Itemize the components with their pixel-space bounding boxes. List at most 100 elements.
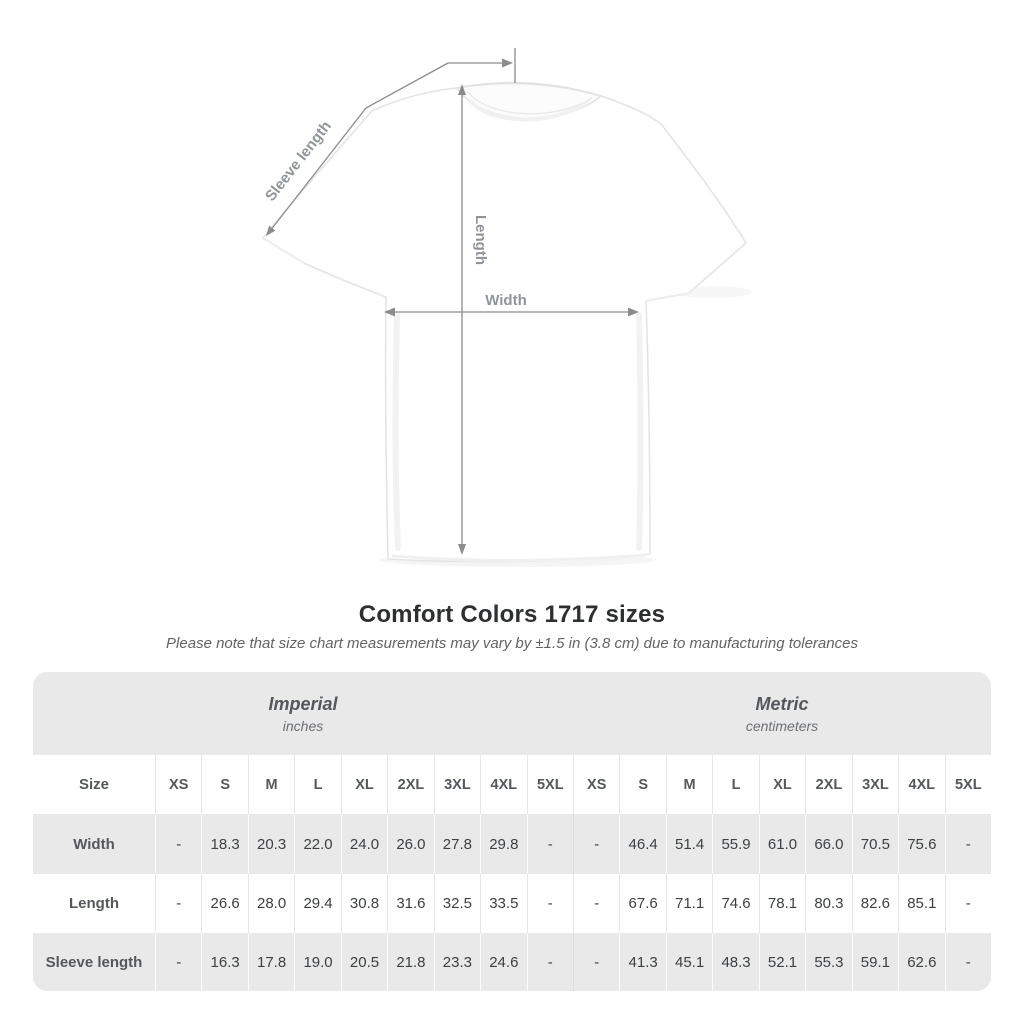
size-header-metric-2xl: 2XL xyxy=(805,755,851,814)
table-cell: - xyxy=(944,933,991,991)
length-label: Length xyxy=(472,215,489,265)
table-cell: - xyxy=(526,874,573,933)
arrow-down-icon xyxy=(458,544,466,555)
table-cell: - xyxy=(572,814,619,874)
table-cell: - xyxy=(155,933,201,991)
imperial-header: Imperial inches xyxy=(33,672,573,755)
arrow-right2-icon xyxy=(628,307,639,317)
metric-unit: centimeters xyxy=(745,717,819,734)
table-cell: 82.6 xyxy=(851,874,898,933)
table-cell: 16.3 xyxy=(201,933,247,991)
table-cell: 71.1 xyxy=(665,874,712,933)
table-cell: 55.3 xyxy=(805,933,851,991)
size-header-imperial-m: M xyxy=(247,755,294,814)
table-cell: 22.0 xyxy=(294,814,340,874)
table-header-row: Size XS S M L XL 2XL 3XL 4XL 5XL XS S M L XL 2XL 3XL 4XL… xyxy=(33,755,991,814)
table-cell: - xyxy=(526,933,573,991)
size-header-metric-xl: XL xyxy=(758,755,805,814)
size-header-metric-4xl: 4XL xyxy=(898,755,944,814)
size-header-metric-5xl: 5XL xyxy=(944,755,991,814)
table-cell: 26.0 xyxy=(387,814,433,874)
collar-shadow xyxy=(468,99,590,122)
table-cell: 29.4 xyxy=(294,874,340,933)
table-cell: 48.3 xyxy=(712,933,758,991)
table-cell: 46.4 xyxy=(619,814,665,874)
table-cell: 20.5 xyxy=(340,933,387,991)
fold-shade-left xyxy=(392,312,401,551)
table-cell: 27.8 xyxy=(433,814,480,874)
table-cell: 70.5 xyxy=(851,814,898,874)
table-cell: 41.3 xyxy=(619,933,665,991)
size-header-imperial-xs: XS xyxy=(155,755,201,814)
arrow-right-icon xyxy=(502,58,513,68)
tshirt-body xyxy=(262,81,747,563)
table-cell: - xyxy=(155,814,201,874)
table-cell: 62.6 xyxy=(898,933,944,991)
row-label: Sleeve length xyxy=(45,953,143,971)
size-header-imperial-xl: XL xyxy=(340,755,387,814)
size-header-imperial-4xl: 4XL xyxy=(480,755,526,814)
cuff-seam-left xyxy=(262,237,305,264)
table-cell: 52.1 xyxy=(758,933,805,991)
measurement-arrowheads xyxy=(266,58,639,555)
sleeve-diagonal-line xyxy=(269,62,449,232)
size-header-metric-s: S xyxy=(619,755,665,814)
table-cell: 67.6 xyxy=(619,874,665,933)
tshirt-measurement-diagram: Sleeve length Length Width xyxy=(261,48,747,563)
table-cell: 20.3 xyxy=(247,814,294,874)
row-label: Width xyxy=(73,835,115,853)
table-cell: 78.1 xyxy=(758,874,805,933)
size-header-imperial-5xl: 5XL xyxy=(526,755,573,814)
table-cell: - xyxy=(526,814,573,874)
table-cell: 80.3 xyxy=(805,874,851,933)
table-cell: 61.0 xyxy=(758,814,805,874)
table-cell: - xyxy=(155,874,201,933)
width-label: Width xyxy=(485,292,527,309)
cuff-seam-right xyxy=(645,292,690,302)
table-cell: - xyxy=(572,874,619,933)
table-cell: 19.0 xyxy=(294,933,340,991)
size-header-imperial-s: S xyxy=(201,755,247,814)
size-header-imperial-2xl: 2XL xyxy=(387,755,433,814)
table-cell: 17.8 xyxy=(247,933,294,991)
page-title: Comfort Colors 1717 sizes xyxy=(358,601,666,628)
table-cell: 30.8 xyxy=(340,874,387,933)
size-header-metric-3xl: 3XL xyxy=(851,755,898,814)
arrow-up-icon xyxy=(458,84,466,95)
measurement-lines xyxy=(269,48,635,549)
hem-shade xyxy=(391,553,647,562)
table-cell: 45.1 xyxy=(665,933,712,991)
table-row: Width -18.3 20.3 22.0 24.0 26.0 27.8 29.8- -46.4… xyxy=(33,814,991,874)
table-cell: 23.3 xyxy=(433,933,480,991)
table-cell: 21.8 xyxy=(387,933,433,991)
tshirt-diagram-svg: Sleeve length Length Width xyxy=(261,48,747,563)
size-corner-label: Size xyxy=(78,776,109,793)
table-cell: 55.9 xyxy=(712,814,758,874)
collar-inner-seam xyxy=(466,90,593,115)
imperial-title: Imperial xyxy=(268,693,338,714)
tolerance-note: Please note that size chart measurements… xyxy=(166,635,858,652)
metric-title: Metric xyxy=(755,693,809,714)
metric-header: Metric centimeters xyxy=(573,672,991,755)
table-cell: 24.0 xyxy=(340,814,387,874)
size-header-imperial-l: L xyxy=(294,755,340,814)
fold-shade-right xyxy=(636,312,644,551)
table-cell: 29.8 xyxy=(480,814,526,874)
table-cell: 33.5 xyxy=(480,874,526,933)
table-row: Sleeve length -16.3 17.8 19.0 20.5 21.8 23.3 24… xyxy=(33,933,991,991)
table-cell: 85.1 xyxy=(898,874,944,933)
row-label: Length xyxy=(69,895,119,912)
table-cell: 18.3 xyxy=(201,814,247,874)
table-cell: 28.0 xyxy=(247,874,294,933)
size-chart-table: Imperial inches Metric centimeters Size … xyxy=(33,672,991,991)
size-header-imperial-3xl: 3XL xyxy=(433,755,480,814)
table-cell: 66.0 xyxy=(805,814,851,874)
table-cell: 75.6 xyxy=(898,814,944,874)
table-cell: - xyxy=(944,874,991,933)
table-cell: 24.6 xyxy=(480,933,526,991)
table-cell: 26.6 xyxy=(201,874,247,933)
table-cell: 74.6 xyxy=(712,874,758,933)
size-header-metric-xs: XS xyxy=(572,755,619,814)
unit-header-band: Imperial inches Metric centimeters xyxy=(33,672,991,755)
arrow-left-icon xyxy=(384,307,395,317)
